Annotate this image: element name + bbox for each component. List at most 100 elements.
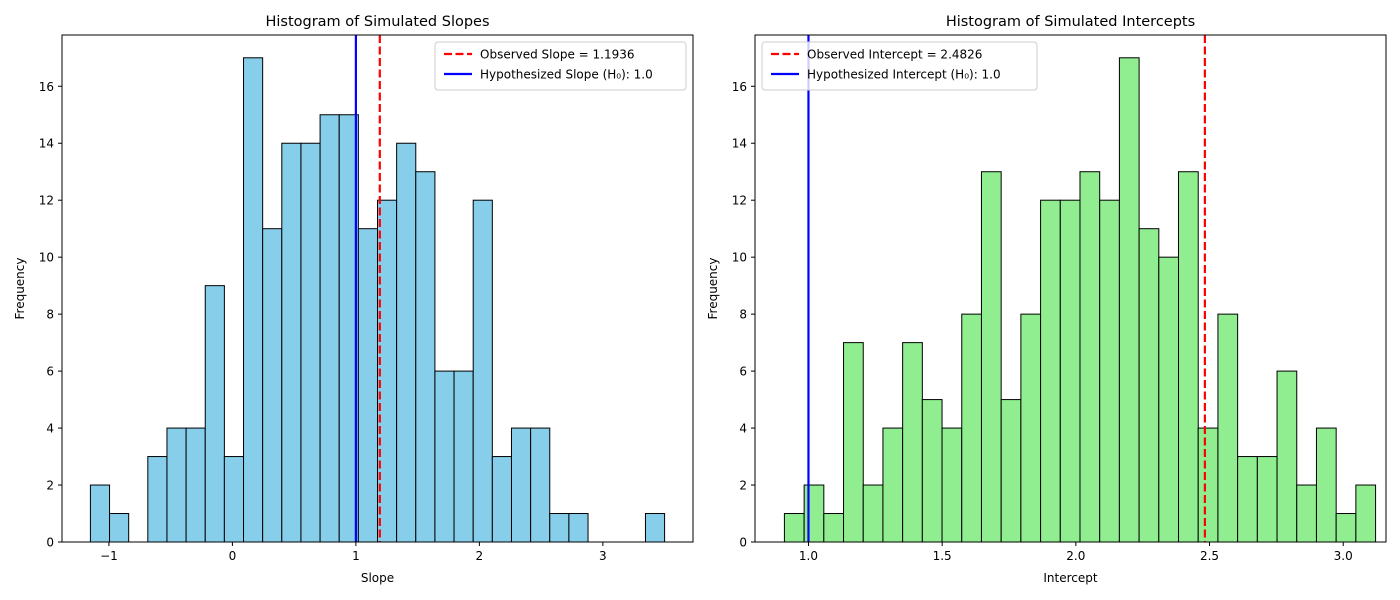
y-axis-label: Frequency xyxy=(13,258,27,320)
y-tick-label: 8 xyxy=(739,308,747,322)
histogram-bar xyxy=(396,142,417,543)
y-tick-label: 2 xyxy=(739,479,747,493)
histogram-bar xyxy=(472,199,493,543)
y-tick-label: 12 xyxy=(732,194,747,208)
y-tick-label: 14 xyxy=(732,137,747,151)
histogram-bar xyxy=(510,427,532,543)
chart-title: Histogram of Simulated Intercepts xyxy=(946,14,1195,30)
y-tick-label: 4 xyxy=(46,422,54,436)
x-tick-label: 3 xyxy=(599,549,607,563)
histogram-bar xyxy=(109,513,130,543)
y-tick-label: 0 xyxy=(739,536,747,550)
histogram-bar xyxy=(1158,256,1180,543)
histogram-bar xyxy=(1099,199,1120,543)
histogram-bar xyxy=(1296,484,1317,543)
legend-box xyxy=(761,41,1038,91)
x-tick-label: 0 xyxy=(229,549,237,563)
histogram-bar xyxy=(223,456,245,543)
x-tick-label: 1.5 xyxy=(933,549,952,563)
y-tick-label: 6 xyxy=(739,365,747,379)
histogram-bar xyxy=(1020,313,1042,543)
y-tick-label: 14 xyxy=(39,137,54,151)
histogram-bar xyxy=(1256,456,1278,543)
histogram-bar xyxy=(1118,57,1140,543)
histogram-bar xyxy=(1178,171,1199,543)
histogram-bar xyxy=(243,57,264,543)
histogram-bar xyxy=(1335,513,1357,543)
y-tick-label: 2 xyxy=(46,479,54,493)
y-tick-label: 10 xyxy=(39,251,54,265)
histogram-bar xyxy=(843,342,864,543)
histogram-bar xyxy=(549,513,570,543)
histogram-bar xyxy=(1059,199,1081,543)
axes-frame xyxy=(61,34,694,543)
histogram-bar xyxy=(415,171,436,543)
y-tick-label: 16 xyxy=(39,80,54,94)
y-tick-label: 12 xyxy=(39,194,54,208)
x-tick-label: 2.5 xyxy=(1200,549,1219,563)
histogram-bar xyxy=(1237,456,1258,543)
axes-frame xyxy=(754,34,1387,543)
legend-label: Hypothesized Intercept (H₀): 1.0 xyxy=(807,68,1001,82)
chart-2: 1.0 1.5 2.0 2.5 3.0 0 2 4 6 8 10 12 14 16 Histogram of… xyxy=(706,14,1387,585)
histogram-bar xyxy=(281,142,302,543)
histogram-bar xyxy=(185,427,206,543)
histogram-bar xyxy=(902,342,923,543)
histogram-bar xyxy=(1315,427,1337,543)
histogram-bar xyxy=(434,370,455,543)
histogram-bar xyxy=(1138,228,1160,543)
histogram-bar xyxy=(166,427,187,543)
histogram-bar xyxy=(89,484,111,543)
histogram-bar xyxy=(204,285,225,543)
histogram-bar xyxy=(1079,171,1101,543)
x-tick-label: −1 xyxy=(100,549,118,563)
legend-label: Observed Intercept = 2.4826 xyxy=(807,48,982,62)
x-axis-label: Intercept xyxy=(1043,571,1098,585)
histogram-bar xyxy=(1000,399,1022,543)
legend-label: Hypothesized Slope (H₀): 1.0 xyxy=(480,68,653,82)
x-tick-label: 1.0 xyxy=(799,549,818,563)
histogram-bar xyxy=(1040,199,1061,543)
y-tick-label: 16 xyxy=(732,80,747,94)
histogram-bar xyxy=(300,142,321,543)
x-tick-label: 2 xyxy=(476,549,484,563)
legend-label: Observed Slope = 1.1936 xyxy=(480,48,635,62)
legend-box xyxy=(434,41,687,91)
histogram-bar xyxy=(921,399,943,543)
histogram-bar xyxy=(1217,313,1239,543)
y-tick-label: 10 xyxy=(732,251,747,265)
histogram-bar xyxy=(568,513,589,543)
histogram-bar xyxy=(941,427,963,543)
chart-title: Histogram of Simulated Slopes xyxy=(265,14,489,30)
histogram-bar xyxy=(453,370,474,543)
y-tick-label: 6 xyxy=(46,365,54,379)
x-axis-label: Slope xyxy=(361,571,394,585)
histogram-bar xyxy=(961,313,982,543)
legend: Observed Slope = 1.1936 Hypothesized Slop… xyxy=(434,41,687,91)
histogram-bar xyxy=(1197,427,1219,543)
x-tick-label: 2.0 xyxy=(1066,549,1085,563)
y-tick-label: 8 xyxy=(46,308,54,322)
histogram-bar xyxy=(862,484,884,543)
x-tick-label: 3.0 xyxy=(1334,549,1353,563)
histogram-bar xyxy=(147,456,168,543)
histogram-bar xyxy=(357,228,378,543)
histogram-bar xyxy=(980,171,1002,543)
histogram-bar xyxy=(882,427,904,543)
histogram-bar xyxy=(803,484,825,543)
histogram-bar xyxy=(1355,484,1377,543)
histogram-bar xyxy=(783,513,805,543)
x-tick-label: 1 xyxy=(352,549,360,563)
y-axis-label: Frequency xyxy=(706,258,720,320)
y-tick-label: 4 xyxy=(739,422,747,436)
histogram-bar xyxy=(491,456,512,543)
histogram-bar xyxy=(823,513,845,543)
histogram-bar xyxy=(319,114,340,543)
histogram-bar xyxy=(1276,370,1298,543)
legend: Observed Intercept = 2.4826 Hypothesized … xyxy=(761,41,1038,91)
histogram-bar xyxy=(644,513,666,543)
y-tick-label: 0 xyxy=(46,536,54,550)
histogram-bar xyxy=(262,228,283,543)
